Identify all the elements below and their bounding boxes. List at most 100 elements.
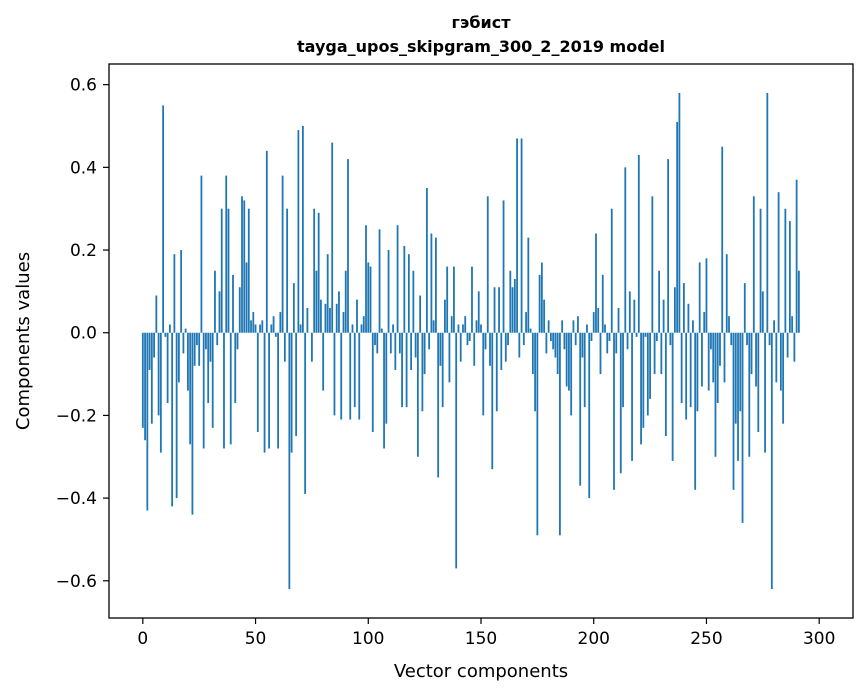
bar-component-233 [667, 159, 670, 333]
bar-component-116 [403, 245, 406, 333]
bar-component-202 [597, 307, 600, 333]
bar-component-204 [601, 274, 604, 333]
bar-component-272 [755, 332, 757, 387]
bar-component-32 [214, 270, 216, 333]
bar-component-286 [786, 332, 789, 358]
bar-component-194 [579, 332, 582, 486]
bar-component-200 [592, 312, 595, 333]
bar-component-236 [673, 287, 676, 333]
bar-component-64 [286, 208, 289, 333]
bar-component-137 [450, 316, 453, 333]
bar-component-253 [712, 332, 715, 383]
bar-component-259 [725, 254, 728, 333]
bar-component-154 [489, 332, 491, 366]
bar-component-255 [716, 332, 719, 404]
bar-component-143 [464, 316, 467, 333]
bar-component-275 [761, 291, 764, 333]
bar-component-51 [256, 332, 259, 432]
bar-component-55 [265, 150, 268, 333]
bar-component-271 [752, 196, 755, 333]
y-tick-label: 0.6 [70, 76, 97, 96]
bar-component-96 [358, 332, 361, 420]
bar-component-178 [543, 299, 546, 333]
x-tick-label: 150 [465, 629, 497, 649]
bar-component-195 [581, 332, 584, 358]
bar-component-118 [407, 254, 410, 333]
bar-component-124 [421, 332, 424, 412]
bar-component-15 [175, 332, 178, 499]
bar-component-231 [662, 299, 665, 333]
bar-component-196 [583, 332, 586, 408]
bar-component-150 [480, 324, 482, 333]
bar-component-87 [338, 291, 340, 333]
bar-component-132 [439, 332, 442, 366]
bar-component-174 [534, 332, 537, 412]
bar-component-61 [279, 312, 282, 333]
bar-component-78 [317, 212, 320, 333]
bar-component-203 [599, 332, 602, 375]
bar-component-282 [777, 192, 780, 333]
bar-component-160 [502, 200, 505, 333]
bar-component-50 [254, 324, 257, 333]
bar-component-276 [764, 332, 766, 453]
bar-component-89 [342, 312, 345, 333]
bar-component-210 [615, 332, 618, 354]
bar-component-10 [164, 332, 167, 337]
bar-component-91 [347, 159, 349, 333]
bar-component-26 [200, 175, 203, 333]
bar-component-273 [757, 332, 760, 432]
bar-component-221 [640, 332, 642, 445]
bar-component-5 [153, 332, 155, 358]
bar-component-193 [577, 316, 579, 333]
bar-component-232 [664, 332, 667, 437]
bar-component-179 [545, 332, 548, 354]
bar-component-31 [211, 332, 214, 428]
bar-component-28 [205, 332, 207, 350]
bar-component-230 [660, 332, 663, 375]
x-axis-ticks: 0 50 100 150 200 250 300 [137, 618, 835, 649]
bar-component-45 [243, 200, 246, 333]
bar-component-85 [333, 332, 336, 416]
bar-component-208 [610, 208, 613, 333]
bar-component-170 [525, 312, 527, 333]
bar-component-65 [288, 332, 291, 590]
bar-component-93 [351, 324, 354, 333]
bar-component-191 [572, 320, 575, 333]
bar-component-109 [387, 250, 390, 333]
bar-component-33 [216, 332, 219, 346]
bar-component-215 [626, 332, 629, 350]
bar-component-79 [320, 299, 322, 333]
bar-component-183 [554, 332, 557, 358]
bar-component-192 [574, 332, 577, 346]
bar-component-201 [595, 233, 597, 333]
bar-component-27 [202, 332, 205, 449]
x-tick-label: 300 [803, 629, 835, 649]
bar-component-18 [182, 332, 185, 354]
bar-component-11 [166, 332, 169, 404]
bar-component-280 [773, 320, 775, 333]
bar-component-158 [498, 287, 500, 333]
bar-component-47 [247, 208, 250, 333]
bar-component-39 [229, 332, 232, 445]
bar-component-36 [223, 332, 225, 449]
bar-component-19 [184, 328, 187, 333]
bar-component-146 [471, 266, 473, 333]
bar-component-112 [394, 332, 397, 370]
bar-component-60 [277, 332, 279, 449]
bar-component-73 [306, 307, 309, 333]
bar-component-269 [748, 332, 751, 457]
bar-component-171 [527, 237, 530, 333]
bar-component-163 [509, 270, 512, 333]
bar-component-260 [728, 316, 730, 333]
bar-component-6 [155, 295, 158, 333]
bar-component-265 [739, 332, 742, 412]
bar-component-58 [272, 316, 275, 333]
bar-component-278 [768, 332, 771, 346]
plot-area-frame [108, 63, 854, 619]
bar-component-22 [191, 332, 194, 515]
bar-component-56 [268, 332, 270, 449]
bar-component-180 [547, 320, 550, 333]
bar-component-283 [779, 332, 782, 391]
bar-component-222 [642, 332, 645, 428]
bar-component-128 [430, 233, 433, 333]
